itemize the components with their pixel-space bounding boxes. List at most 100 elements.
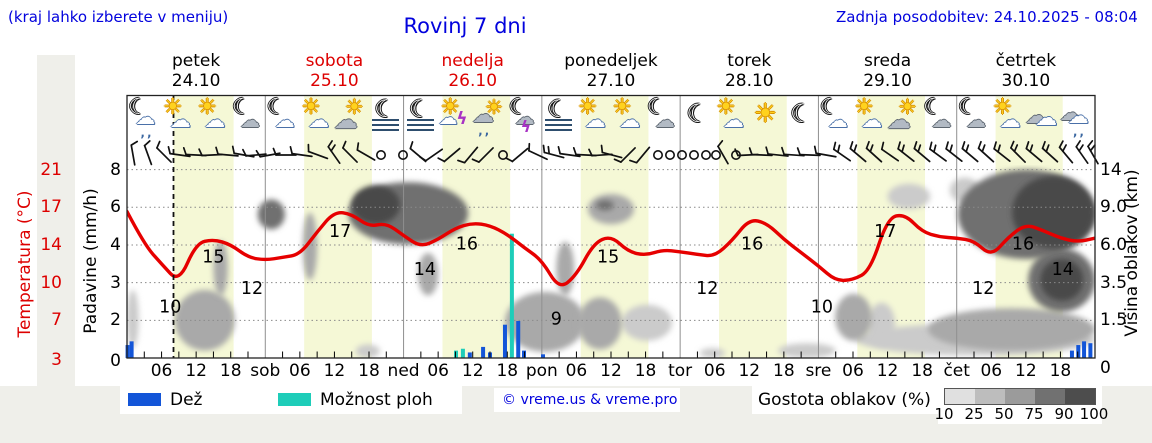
precip-tick: 0 — [110, 351, 121, 371]
wind-barb-icon — [255, 149, 281, 158]
x-hour-label: 18 — [219, 361, 242, 381]
cloudW-glyph: ☁ — [135, 105, 156, 129]
moon-glyph: ☾ — [266, 95, 287, 120]
rain-bar — [481, 346, 486, 358]
cloud-density-label: Gostota oblakov (%) — [758, 390, 931, 410]
wind-barb-icon — [629, 146, 651, 164]
x-hour-label: 12 — [323, 361, 346, 381]
showers-bar — [460, 348, 465, 358]
temp-tick: 17 — [40, 197, 62, 218]
cloud-blob — [887, 183, 931, 209]
showers-bar — [509, 233, 514, 358]
cloudG-glyph: ☁ — [472, 103, 494, 128]
weather-icon-sunCloud: ☀ ☁ — [610, 97, 646, 141]
day-date: 26.10 — [448, 71, 498, 91]
cloudW-glyph: ☁ — [999, 108, 1021, 132]
temp-value-label: 12 — [241, 279, 263, 299]
wind-barb-icon — [457, 146, 479, 164]
day-date: 28.10 — [724, 71, 774, 91]
rain-bar — [129, 341, 134, 358]
cloudG-glyph: ☁ — [514, 105, 535, 129]
showers-legend-label: Možnost ploh — [320, 390, 433, 410]
moon-glyph: ☾ — [686, 99, 709, 128]
weather-icon-sunCloudBig: ☀ ☁ — [334, 97, 370, 141]
x-hour-label: 12 — [1015, 361, 1037, 381]
day-date: 29.10 — [863, 71, 912, 91]
sun-glyph: ☀ — [301, 95, 321, 120]
weather-icon-sunStorm: ☀ ☁ ϟ — [437, 97, 473, 141]
x-hour-label: 06 — [427, 361, 449, 381]
x-hour-label: 18 — [911, 361, 933, 381]
wind-barb-icon — [130, 140, 139, 166]
temp-value-label: 15 — [597, 247, 619, 267]
fog-glyph — [406, 119, 434, 131]
sun-glyph: ☀ — [162, 95, 183, 120]
x-hour-label: 12 — [738, 361, 761, 381]
day-date: 27.10 — [586, 71, 636, 91]
cloudW-glyph: ☁ — [861, 108, 883, 132]
cloud-blob — [351, 185, 401, 225]
copyright-link[interactable]: © vreme.us & vreme.pro — [502, 392, 678, 408]
cloud-blob — [1040, 259, 1084, 301]
density-tick: 25 — [964, 405, 984, 423]
day-date: 24.10 — [171, 71, 221, 91]
sun-glyph: ☀ — [992, 95, 1013, 120]
driz-glyph: ‚‚ — [478, 124, 492, 138]
rain-bar — [502, 324, 507, 358]
cloud-density-scale — [944, 388, 1096, 405]
last-update-label: Zadnja posodobitev: 24.10.2025 - 08:04 — [836, 8, 1138, 26]
cloud-tick: 1.5 — [1100, 310, 1128, 331]
density-tick: 10 — [934, 405, 954, 423]
moon-glyph: ☾ — [958, 95, 978, 120]
x-hour-label: 18 — [496, 361, 519, 381]
rain-legend-label: Dež — [170, 390, 203, 410]
cloud-blob — [355, 344, 380, 358]
x-hour-label: 18 — [358, 361, 380, 381]
cloudG-glyph: ☁ — [333, 106, 358, 134]
wind-barb-icon — [796, 147, 821, 157]
weather-icon-moonFog: ☾ — [541, 97, 577, 141]
wind-calm-icon — [652, 150, 663, 161]
fog-glyph — [372, 119, 400, 131]
moon-glyph: ☾ — [790, 99, 813, 128]
left-gray-strip — [37, 55, 75, 415]
weather-icon-sunCloud: ☀ ☁ — [991, 97, 1027, 141]
wind-barb-icon — [748, 147, 773, 157]
cloud-tick: 14 — [1100, 159, 1122, 180]
cloud-tick: 9.0 — [1100, 197, 1128, 218]
cloud-blob — [699, 348, 726, 358]
weather-icon-moonCloud: ☾ ☁ — [818, 97, 854, 141]
wind-barb-icon — [913, 141, 931, 163]
rain-bar — [1082, 341, 1087, 358]
weather-icon-sunCloud: ☀ ☁ — [195, 97, 231, 141]
temp-value-label: 10 — [811, 298, 833, 318]
density-tick: 50 — [994, 405, 1014, 423]
wind-barb-icon — [289, 145, 313, 158]
temp-value-label: 17 — [329, 222, 351, 242]
temp-value-label: 17 — [874, 222, 896, 242]
cloud-blob — [621, 304, 673, 341]
wind-barb-icon — [156, 140, 172, 163]
wind-barb-icon — [557, 145, 581, 158]
x-hour-label: 06 — [289, 361, 311, 381]
day-header-sobota: sobota — [305, 51, 364, 71]
temp-value-label: 16 — [456, 235, 478, 255]
precip-tick: 4 — [110, 235, 121, 255]
wind-calm-icon — [688, 150, 699, 161]
temp-value-label: 9 — [551, 310, 562, 330]
weather-icon-moonCloudGray: ☾ ☁ — [921, 97, 957, 141]
wind-barb-icon — [717, 139, 729, 165]
x-hour-label: 12 — [461, 361, 484, 381]
sun-glyph: ☀ — [716, 95, 736, 120]
moon-glyph: ☾ — [374, 95, 396, 123]
daylight-band — [719, 96, 787, 358]
wind-calm-icon — [710, 150, 721, 161]
wind-calm-icon — [497, 150, 508, 161]
weather-icon-moonFog: ☾ — [368, 97, 404, 141]
day-header-torek: torek — [727, 51, 772, 71]
cloudW-glyph: ☁ — [827, 108, 848, 132]
bolt-glyph: ϟ — [520, 117, 532, 136]
moon-glyph: ☾ — [128, 95, 149, 120]
wind-barb-icon — [505, 147, 529, 163]
menu-hint: (kraj lahko izberete v meniju) — [8, 8, 229, 26]
